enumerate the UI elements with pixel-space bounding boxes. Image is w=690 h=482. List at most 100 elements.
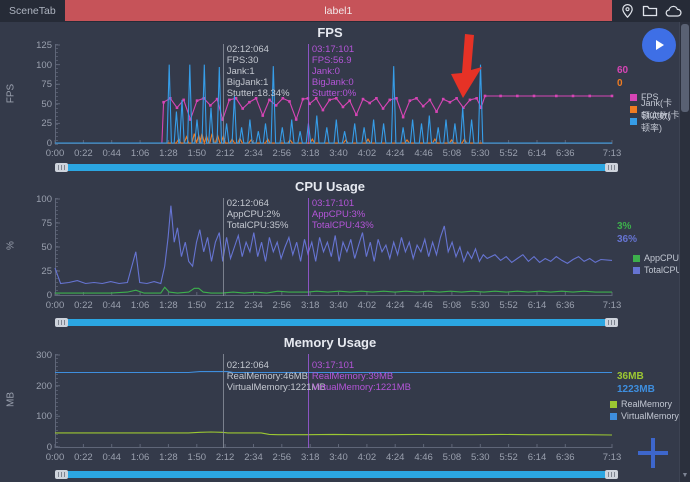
x-tick-label: 5:30	[471, 452, 490, 463]
x-tick-label: 3:40	[329, 300, 348, 311]
legend-swatch	[633, 266, 640, 274]
current-value: 1223MB	[617, 384, 655, 395]
x-tick-label: 0:44	[102, 452, 121, 463]
x-tick-label: 3:40	[329, 452, 348, 463]
legend-item[interactable]: FPS	[630, 91, 680, 103]
fps-plot-area[interactable]: 02:12:064 FPS:30 Jank:1 BigJank:1 Stutter:18…	[54, 44, 614, 146]
marker-line	[307, 354, 309, 448]
slider-left-handle[interactable]	[55, 318, 68, 327]
legend-item[interactable]: VirtualMemory	[610, 410, 679, 422]
x-tick-label: 0:44	[102, 300, 121, 311]
x-tick-label: 6:14	[527, 452, 547, 463]
x-tick-label: 0:44	[102, 148, 121, 159]
slider-right-handle[interactable]	[605, 163, 618, 172]
x-tick-label: 4:24	[385, 300, 405, 311]
current-value: 36%	[617, 234, 638, 245]
scene-tab-label: SceneTab	[9, 5, 56, 17]
slider-track[interactable]	[57, 164, 616, 171]
memory-time-range-slider	[55, 470, 618, 479]
slider-right-handle[interactable]	[605, 470, 618, 479]
x-tick-label: 0:00	[45, 452, 65, 463]
y-tick-label: 75	[41, 79, 52, 91]
memory-chart-panel: Memory Usage MB 300 200 100 0 02:12:064 Real…	[0, 334, 680, 482]
marker-tooltip: 02:12:064 FPS:30 Jank:1 BigJank:1 Stutter:18…	[226, 44, 290, 99]
y-tick-label: 75	[41, 218, 52, 229]
x-tick-label: 1:50	[187, 300, 207, 311]
cpu-plot-area[interactable]: 02:12:064 AppCPU:2% TotalCPU:35% 03:17:101 A…	[54, 198, 613, 296]
x-tick-label: 2:12	[215, 452, 235, 463]
y-tick-label: 25	[41, 266, 52, 277]
play-button[interactable]	[642, 28, 676, 62]
legend-swatch	[630, 93, 637, 101]
fps-time-range-slider	[55, 163, 618, 172]
y-tick-label: 125	[36, 40, 52, 51]
marker-line	[307, 44, 309, 144]
scene-label-tab[interactable]: label1	[64, 0, 612, 21]
fps-x-ticks: 0:00 0:22 0:44 1:06 1:28 1:50 2:12 2:34 2:56 3:18…	[46, 147, 622, 160]
marker-tooltip: 02:12:064 AppCPU:2% TotalCPU:35%	[226, 198, 289, 231]
y-tick-label: 200	[36, 380, 52, 392]
folder-icon[interactable]	[642, 4, 658, 18]
add-chart-button[interactable]	[638, 438, 668, 468]
x-tick-label: 5:52	[499, 148, 518, 159]
x-tick-label: 1:50	[187, 148, 207, 159]
x-tick-label: 3:18	[300, 148, 320, 159]
x-tick-label: 1:28	[159, 148, 178, 159]
x-tick-label: 5:08	[442, 300, 462, 311]
cpu-y-axis-label: %	[5, 241, 17, 250]
top-bar: SceneTab label1	[0, 0, 690, 22]
memory-plot-area[interactable]: 02:12:064 RealMemory:46MB VirtualMemory:12…	[54, 354, 613, 448]
x-tick-label: 1:28	[159, 300, 178, 311]
memory-legend: RealMemory VirtualMemory	[610, 398, 679, 422]
x-tick-label: 2:34	[244, 148, 263, 159]
fps-chart-panel: FPS FPS 125 100 75 50 25 0 02:12:064 FPS:30 Jan…	[0, 24, 680, 178]
y-tick-label: 25	[41, 118, 52, 130]
slider-left-handle[interactable]	[55, 470, 68, 479]
cpu-chart-title: CPU Usage	[294, 179, 366, 194]
x-tick-label: 1:06	[130, 148, 150, 159]
x-tick-label: 4:24	[385, 452, 405, 463]
legend-item[interactable]: Stutter(卡顿率)	[630, 110, 680, 133]
x-tick-label: 4:46	[414, 452, 433, 463]
cloud-icon[interactable]	[665, 5, 682, 18]
legend-item[interactable]: TotalCPU	[633, 264, 682, 276]
current-value: 60	[617, 65, 629, 76]
legend-item[interactable]: RealMemory	[610, 398, 679, 410]
fps-y-axis-label: FPS	[5, 83, 17, 104]
x-tick-label: 6:36	[556, 452, 575, 463]
x-tick-label: 3:40	[329, 148, 348, 159]
legend-swatch	[610, 412, 617, 420]
x-tick-label: 7:13	[602, 148, 622, 159]
x-tick-label: 2:56	[272, 452, 292, 463]
marker-line	[222, 44, 224, 144]
slider-track[interactable]	[57, 319, 616, 326]
x-tick-label: 0:22	[74, 148, 93, 159]
location-pin-icon[interactable]	[620, 3, 635, 19]
slider-track[interactable]	[57, 471, 616, 478]
slider-left-handle[interactable]	[55, 163, 68, 172]
marker-tooltip: 03:17:101 RealMemory:39MB VirtualMemory:12…	[311, 360, 411, 393]
x-tick-label: 2:56	[272, 300, 292, 311]
x-tick-label: 3:18	[300, 452, 320, 463]
y-tick-label: 0	[46, 442, 52, 453]
y-tick-label: 100	[36, 194, 52, 205]
legend-swatch	[610, 400, 617, 408]
scrollbar-thumb[interactable]	[681, 24, 689, 112]
legend-swatch	[630, 105, 637, 113]
x-tick-label: 4:46	[414, 148, 433, 159]
x-tick-label: 6:14	[527, 300, 547, 311]
play-icon	[656, 40, 664, 50]
vertical-scrollbar[interactable]: ▼	[679, 22, 690, 482]
x-tick-label: 0:22	[74, 452, 93, 463]
legend-swatch	[633, 254, 640, 262]
legend-item[interactable]: AppCPU	[633, 252, 682, 264]
fps-chart-title: FPS	[317, 25, 343, 40]
cpu-time-range-slider	[55, 318, 618, 327]
scrollbar-down-arrow-icon[interactable]: ▼	[681, 472, 689, 479]
memory-current-values: 36MB 1223MB	[617, 370, 655, 396]
slider-right-handle[interactable]	[605, 318, 618, 327]
x-tick-label: 1:06	[130, 300, 150, 311]
x-tick-label: 2:34	[244, 452, 263, 463]
x-tick-label: 0:22	[74, 300, 93, 311]
legend-item[interactable]: Jank(卡顿次数)	[630, 98, 680, 121]
